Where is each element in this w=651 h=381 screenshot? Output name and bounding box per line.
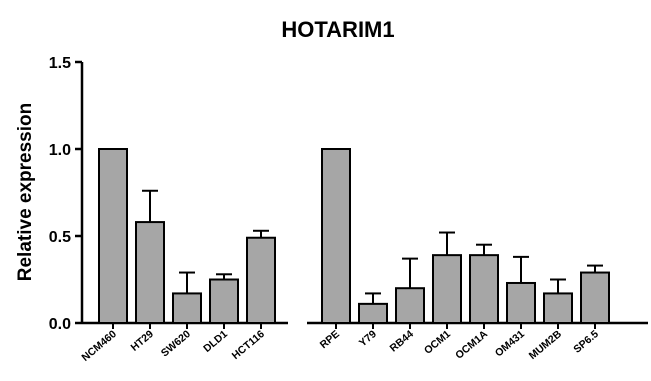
error-bars — [142, 189, 603, 304]
bar-ocm1a — [469, 254, 499, 324]
x-tick-label: RB44 — [388, 328, 416, 355]
x-tick-label: Y79 — [357, 328, 379, 349]
bar-y79 — [358, 302, 388, 324]
x-tick-label: RPE — [318, 328, 342, 351]
bar-ocm1 — [432, 254, 462, 324]
x-tick-label: NCM460 — [79, 328, 119, 364]
y-tick-label: 1.0 — [49, 142, 71, 159]
x-tick-label: MUM2B — [527, 328, 565, 362]
bar-sp6-5 — [580, 271, 610, 325]
y-axis: 0.0 0.5 1.0 1.5 — [49, 55, 84, 333]
x-tick-label: SW620 — [159, 328, 193, 359]
bar-rb44 — [395, 287, 425, 325]
x-tick-label: HCT116 — [230, 328, 267, 362]
bar-rpe — [321, 148, 351, 324]
y-tick-label: 0.0 — [49, 316, 71, 333]
bar-ht29 — [135, 221, 165, 324]
bar-om431 — [506, 281, 536, 325]
x-tick-label: OCM1A — [453, 328, 490, 362]
x-tick-label: DLD1 — [201, 328, 230, 355]
chart-title: HOTARIM1 — [281, 17, 394, 42]
bar-ncm460 — [98, 148, 128, 324]
y-axis-label: Relative expression — [15, 103, 36, 281]
bars — [98, 148, 610, 325]
bar-sw620 — [172, 292, 202, 325]
y-tick-label: 1.5 — [49, 55, 71, 72]
x-tick-label: OCM1 — [422, 328, 453, 357]
y-tick-label: 0.5 — [49, 229, 71, 246]
x-tick-label: SP6.5 — [571, 328, 601, 356]
x-tick-labels: NCM460 HT29 SW620 DLD1 HCT116 RPE Y79 RB44 OCM1 O… — [79, 328, 601, 364]
bar-mum2b — [543, 292, 573, 325]
bar-hct116 — [246, 236, 276, 325]
x-tick-label: OM431 — [493, 328, 527, 359]
x-tick-label: HT29 — [129, 328, 157, 354]
bar-dld1 — [209, 278, 239, 324]
